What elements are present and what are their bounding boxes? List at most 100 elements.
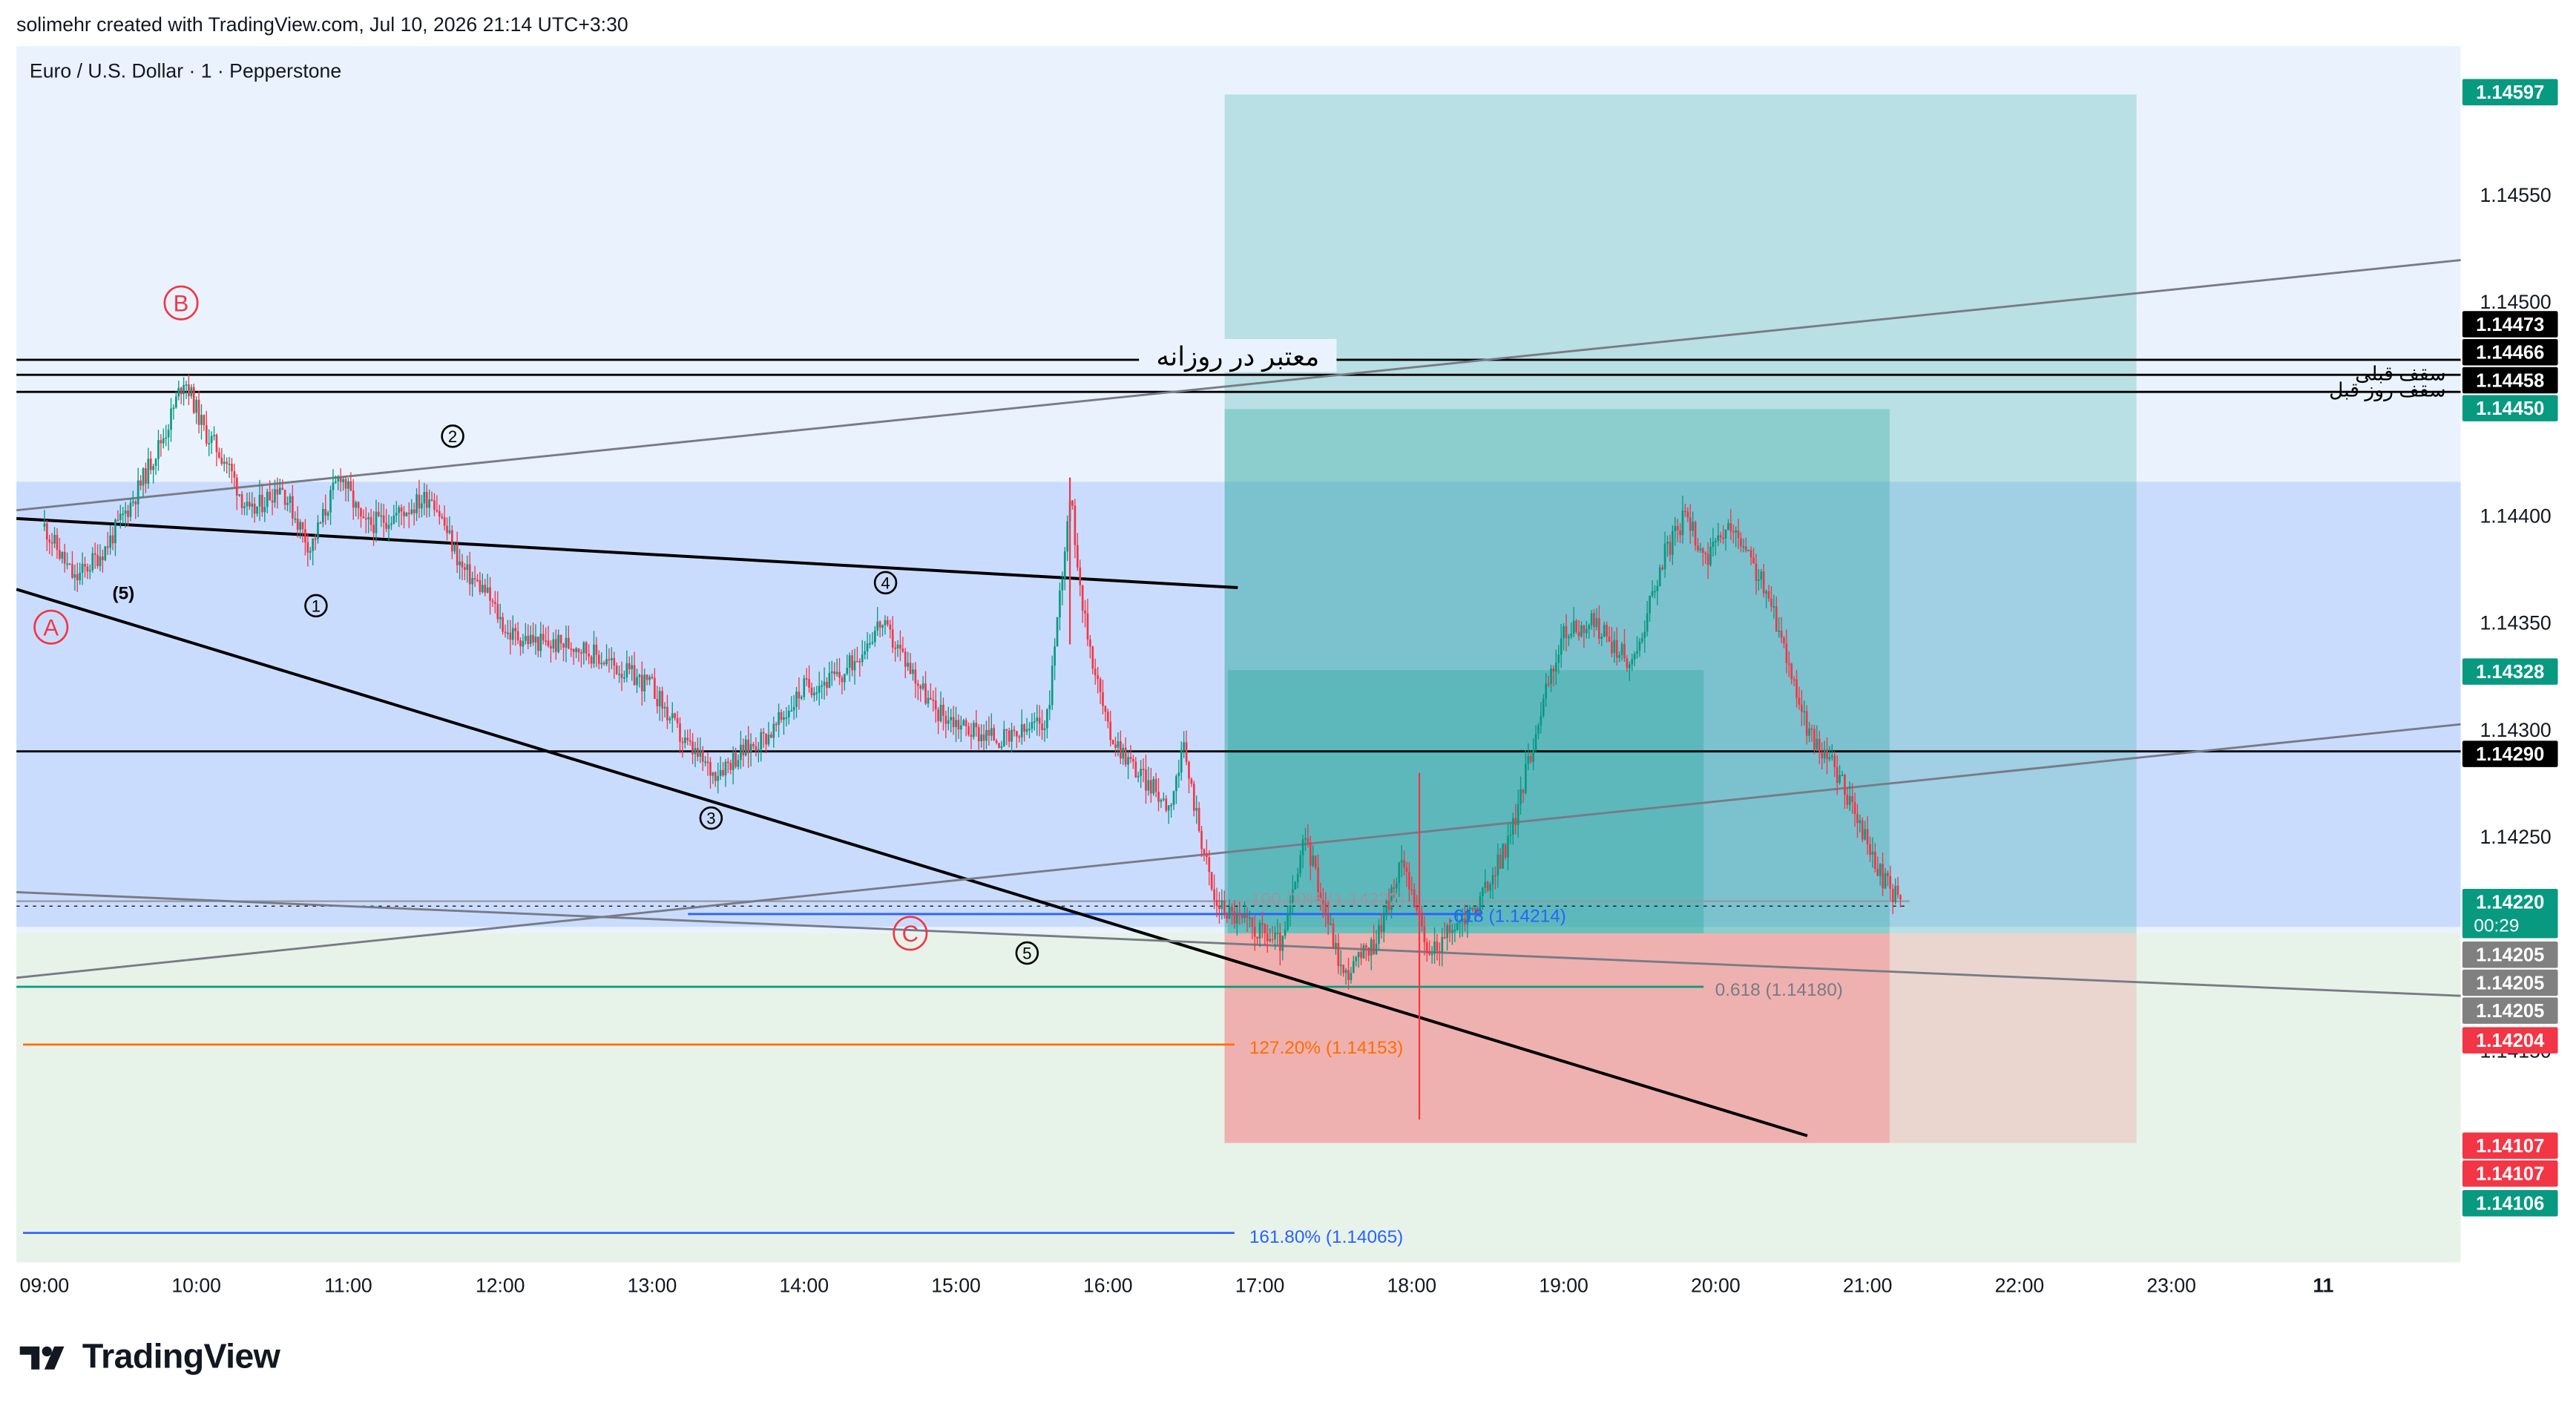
wave-label-c-circle bbox=[893, 916, 928, 951]
candle-body bbox=[200, 415, 203, 425]
candle-body bbox=[398, 507, 401, 513]
candle-body bbox=[1327, 914, 1330, 924]
candle-body bbox=[1476, 907, 1479, 913]
descending-support-line[interactable] bbox=[16, 890, 2461, 997]
candle-body bbox=[539, 634, 542, 651]
candle-body bbox=[1114, 744, 1117, 749]
candle-body bbox=[755, 746, 758, 752]
candle-body bbox=[312, 538, 314, 551]
candle-body bbox=[1382, 913, 1385, 932]
candle-body bbox=[1514, 818, 1517, 825]
candle-body bbox=[114, 519, 116, 544]
candle-body bbox=[514, 628, 517, 631]
candle-body bbox=[197, 399, 200, 425]
candle-body bbox=[1805, 711, 1808, 736]
target-zone-inner[interactable] bbox=[1228, 670, 1704, 933]
candle-body bbox=[554, 639, 557, 652]
target-zone-middle[interactable] bbox=[1224, 409, 1890, 933]
candle-body bbox=[1823, 749, 1826, 759]
candle-body bbox=[1729, 523, 1732, 532]
candle-body bbox=[1430, 953, 1433, 956]
candle-body bbox=[1453, 930, 1456, 932]
candle-body bbox=[803, 678, 806, 697]
candle-body bbox=[676, 717, 679, 723]
upper-channel-line[interactable] bbox=[16, 259, 2461, 512]
price-label bbox=[2462, 888, 2558, 939]
candle-body bbox=[1482, 887, 1484, 896]
candle-body bbox=[68, 563, 71, 565]
candle-body bbox=[1013, 729, 1016, 732]
candle-body bbox=[1023, 724, 1025, 732]
persian-label-bg bbox=[1139, 339, 1337, 372]
price-label bbox=[2462, 1132, 2558, 1159]
candle-body bbox=[790, 710, 793, 712]
candle-body bbox=[1005, 729, 1008, 731]
price-label-text: 1.14220 bbox=[2476, 893, 2544, 913]
candle-body bbox=[593, 644, 595, 664]
candle-body bbox=[127, 510, 129, 517]
candle-body bbox=[878, 621, 881, 628]
candle-body bbox=[798, 691, 801, 699]
candle-body bbox=[93, 553, 96, 555]
candle-body bbox=[545, 640, 547, 642]
attribution-text: solimehr created with TradingView.com, J… bbox=[16, 13, 628, 36]
candle-body bbox=[1271, 939, 1274, 941]
candle-body bbox=[1489, 884, 1491, 891]
candle-body bbox=[1385, 901, 1388, 913]
candle-body bbox=[1061, 578, 1064, 591]
candle-body bbox=[468, 564, 471, 585]
candle-body bbox=[149, 459, 152, 470]
candle-body bbox=[1737, 530, 1740, 539]
stop-zone-outer[interactable] bbox=[1224, 933, 2137, 1143]
candle-body bbox=[932, 700, 935, 701]
price-label-text: 1.14328 bbox=[2476, 662, 2544, 683]
candle-body bbox=[821, 685, 823, 687]
lower-wedge-trendline[interactable] bbox=[16, 588, 1808, 1137]
price-label-text: 1.14458 bbox=[2476, 370, 2544, 391]
candle-body bbox=[724, 761, 727, 775]
candle-body bbox=[352, 490, 355, 508]
candle-body bbox=[1758, 579, 1760, 581]
tradingview-logo[interactable]: TradingView bbox=[19, 1338, 280, 1378]
candle-body bbox=[901, 648, 904, 652]
candle-body bbox=[428, 499, 430, 508]
stop-zone-inner[interactable] bbox=[1224, 933, 1890, 1143]
candle-body bbox=[1025, 729, 1028, 732]
candle-body bbox=[1170, 804, 1172, 807]
candle-body bbox=[775, 723, 778, 726]
candle-body bbox=[602, 663, 605, 665]
candle-body bbox=[894, 647, 896, 649]
candle-body bbox=[1615, 640, 1618, 658]
candle-body bbox=[1755, 563, 1758, 581]
candle-body bbox=[1043, 728, 1046, 730]
candle-body bbox=[1109, 721, 1112, 740]
candle-body bbox=[638, 674, 641, 677]
target-zone-outer[interactable] bbox=[1224, 94, 2137, 933]
price-axis[interactable] bbox=[2460, 46, 2576, 1263]
candle-body bbox=[1565, 625, 1568, 639]
candle-body bbox=[1833, 755, 1836, 767]
price-label-text: 1.14466 bbox=[2476, 343, 2544, 364]
symbol-title[interactable]: Euro / U.S. Dollar · 1 · Pepperstone bbox=[29, 59, 342, 82]
candle-body bbox=[339, 476, 342, 482]
candle-body bbox=[1122, 747, 1125, 759]
upper-wedge-trendline[interactable] bbox=[16, 516, 1238, 589]
candle-body bbox=[1312, 855, 1315, 866]
candle-body bbox=[651, 677, 654, 678]
candle-body bbox=[588, 653, 590, 657]
lower-channel-line[interactable] bbox=[16, 723, 2461, 979]
candle-body bbox=[671, 713, 674, 719]
candle-body bbox=[1719, 535, 1722, 538]
candle-body bbox=[278, 487, 281, 495]
candle-body bbox=[628, 663, 631, 670]
wave-label-5-circle bbox=[1015, 941, 1039, 965]
candle-body bbox=[1494, 875, 1496, 877]
candle-body bbox=[861, 654, 864, 663]
candle-body bbox=[378, 511, 380, 516]
candle-body bbox=[1129, 757, 1132, 759]
candle-body bbox=[727, 761, 729, 763]
time-axis[interactable] bbox=[16, 1262, 2461, 1309]
candle-body bbox=[507, 632, 509, 634]
candle-body bbox=[674, 713, 677, 718]
